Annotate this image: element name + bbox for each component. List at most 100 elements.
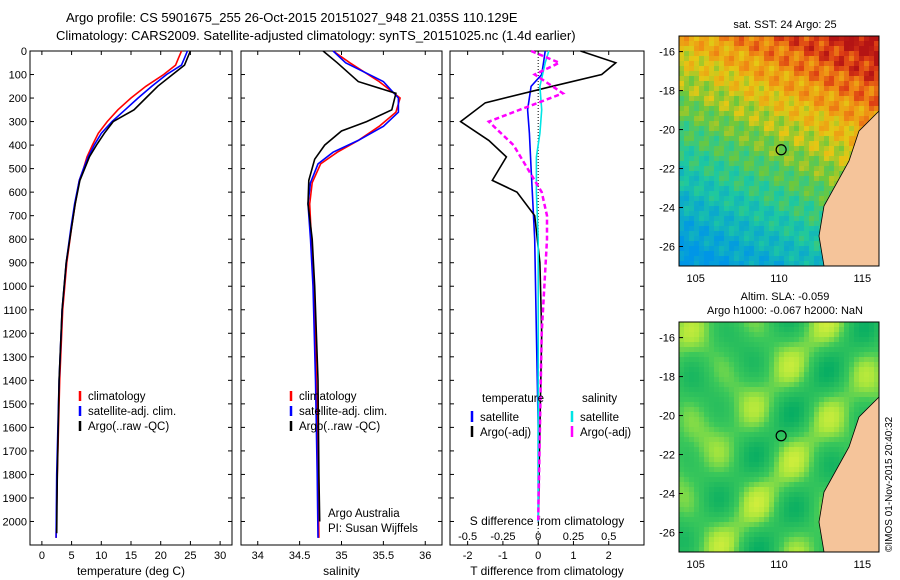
sla-map-cell [874,342,880,348]
sla-map-title: Argo h1000: -0.067 h2000: NaN [707,305,863,317]
sla-map-cell [729,367,735,373]
sla-map-cell [749,517,755,523]
sst-map-cell [769,241,775,247]
sla-map-cell [729,357,735,363]
sla-map-cell [794,372,800,378]
sla-map-cell [734,377,740,383]
difference-plot-frame [449,50,645,546]
sla-map-cell [794,472,800,478]
sla-map-cell [684,337,690,343]
sst-map-cell [809,256,815,262]
sla-map-cell [854,377,860,383]
sla-map-cell [789,437,795,443]
sla-map-cell [839,417,845,423]
sla-map-cell [704,402,710,408]
sla-map-cell [699,477,705,483]
sla-map-cell [809,417,815,423]
temperature-xtick-label: 10 [95,550,107,562]
sst-map-cell [799,176,805,182]
sst-map-cell [759,41,765,47]
sst-map-cell [729,241,735,247]
sla-map-cell [839,342,845,348]
sst-map-cell [724,116,730,122]
sla-map-cell [714,327,720,333]
sst-map-cell [819,46,825,52]
sla-map-cell [764,507,770,513]
sst-map-cell [769,116,775,122]
temperature-xtick-label: 25 [184,550,196,562]
sst-map-cell [799,126,805,132]
sla-map-cell [814,437,820,443]
sla-map-cell [819,457,825,463]
sla-map-cell [689,477,695,483]
sst-map-cell [809,111,815,117]
sst-map-cell [709,76,715,82]
sst-map-cell [719,216,725,222]
sst-map-cell [749,216,755,222]
sla-map-cell [734,407,740,413]
sst-map-cell [679,181,685,187]
sla-map-cell [804,332,810,338]
sst-map-cell [814,61,820,67]
sla-map-cell [824,377,830,383]
sst-map-cell [764,116,770,122]
sla-map-cell [759,492,765,498]
sla-map-cell [739,457,745,463]
sla-map-cell [754,537,760,543]
sst-map-cell [794,71,800,77]
sla-map-cell [769,377,775,383]
sst-map-cell [719,136,725,142]
sst-map-cell [679,76,685,82]
sla-map-cell [799,337,805,343]
sla-map-cell [789,497,795,503]
sst-map-cell [789,221,795,227]
temperature-ytick-label: 1800 [3,469,27,481]
sla-map-cell [714,437,720,443]
sla-map-cell [779,437,785,443]
sla-map-cell [774,462,780,468]
sla-map-cell [764,367,770,373]
sst-map-cell [734,41,740,47]
sla-map-cell [774,532,780,538]
sla-map-cell [834,347,840,353]
sst-map-cell [689,196,695,202]
sst-map-cell [839,71,845,77]
sst-map-cell [699,146,705,152]
sla-map-cell [814,452,820,458]
sst-map-cell [779,141,785,147]
sla-map-cell [729,512,735,518]
sst-map-cell [729,121,735,127]
sst-map-cell [779,171,785,177]
sla-map-cell [754,512,760,518]
sla-map-cell [739,517,745,523]
sst-map-cell [774,86,780,92]
sla-map-cell [704,472,710,478]
sla-map-cell [774,377,780,383]
sla-map-cell [779,412,785,418]
sst-map-cell [744,251,750,257]
sst-map-cell [689,256,695,262]
sst-map-cell [684,186,690,192]
sst-map-cell [704,181,710,187]
sla-map-cell [789,462,795,468]
sst-map-cell [699,71,705,77]
temperature-ytick-label: 1000 [3,281,27,293]
sla-map-cell [814,342,820,348]
sla-map-cell [769,332,775,338]
sst-map-ytick-label: -24 [659,203,675,215]
sst-map-cell [814,96,820,102]
sst-map-cell [784,151,790,157]
sla-map-cell [854,412,860,418]
sla-map-cell [724,342,730,348]
sst-map-cell [729,136,735,142]
sst-map-cell [774,206,780,212]
sst-map-cell [739,71,745,77]
sla-map-cell [859,332,865,338]
sla-map-cell [789,487,795,493]
sst-map-cell [694,141,700,147]
sst-map-cell [829,71,835,77]
sla-map-cell [734,442,740,448]
sst-map-cell [704,131,710,137]
sla-map-cell [824,457,830,463]
sla-map-cell [804,532,810,538]
